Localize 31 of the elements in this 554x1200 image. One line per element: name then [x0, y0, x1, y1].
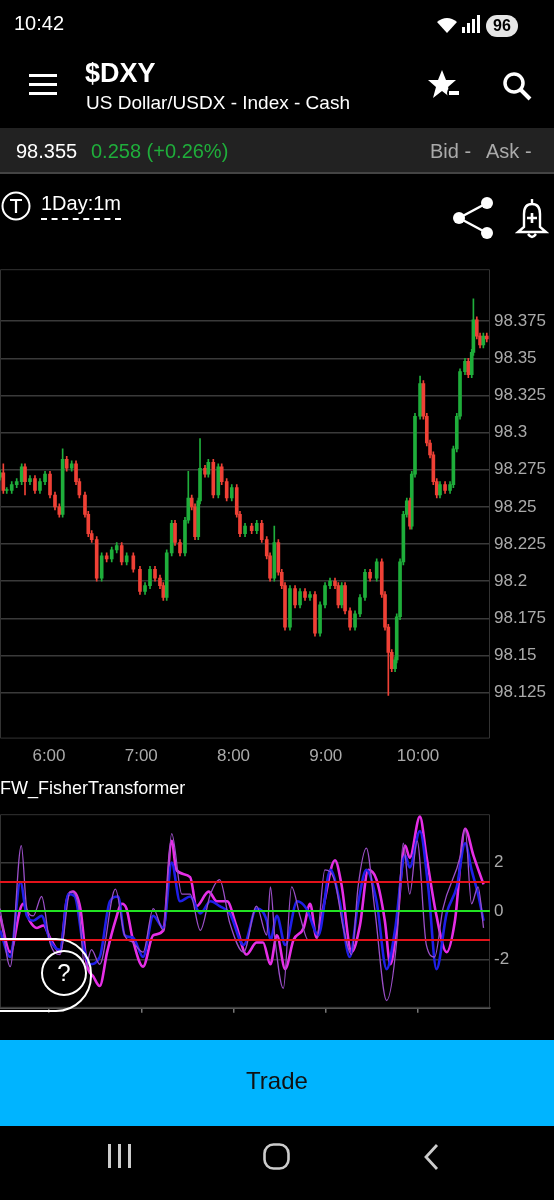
y-tick-label: 98.25 [494, 496, 537, 516]
y-tick-label: 98.225 [494, 533, 546, 553]
text: 96 [486, 15, 518, 37]
text: 98.355 [16, 140, 78, 163]
y-tick-label: 98.375 [494, 310, 546, 330]
y-tick-label: -2 [494, 949, 510, 969]
x-tick-label: 8:00 [216, 746, 251, 766]
y-tick-label: 0 [494, 900, 504, 920]
x-tick-label: 9:00 [309, 746, 343, 766]
y-tick-label: 98.15 [494, 645, 537, 665]
y-tick-label: 2 [494, 852, 504, 872]
text: 10:42 [14, 12, 65, 35]
y-tick-label: 98.325 [494, 385, 546, 405]
text: Bid - [430, 140, 472, 163]
chart-title: $DXY [85, 58, 156, 89]
chart-subtitle: US Dollar/USDX - Index - Cash [86, 92, 350, 114]
x-tick-label: 10:00 [396, 746, 440, 766]
text: Trade [245, 1067, 309, 1095]
text: 1Day:1m [41, 192, 122, 220]
chart-title: FW_FisherTransformer [0, 778, 186, 799]
y-tick-label: 98.35 [494, 348, 537, 368]
text: Ask - [486, 140, 532, 163]
y-tick-label: 98.3 [494, 422, 528, 442]
y-tick-label: 98.275 [494, 459, 546, 479]
y-tick-label: 98.125 [494, 682, 546, 702]
annotation: ? [41, 950, 87, 996]
y-tick-label: 98.2 [494, 570, 528, 590]
y-tick-label: 98.175 [494, 607, 546, 627]
text: 0.258 (+0.26%) [91, 140, 229, 163]
x-tick-label: 6:00 [32, 746, 66, 766]
x-tick-label: 7:00 [124, 746, 158, 766]
